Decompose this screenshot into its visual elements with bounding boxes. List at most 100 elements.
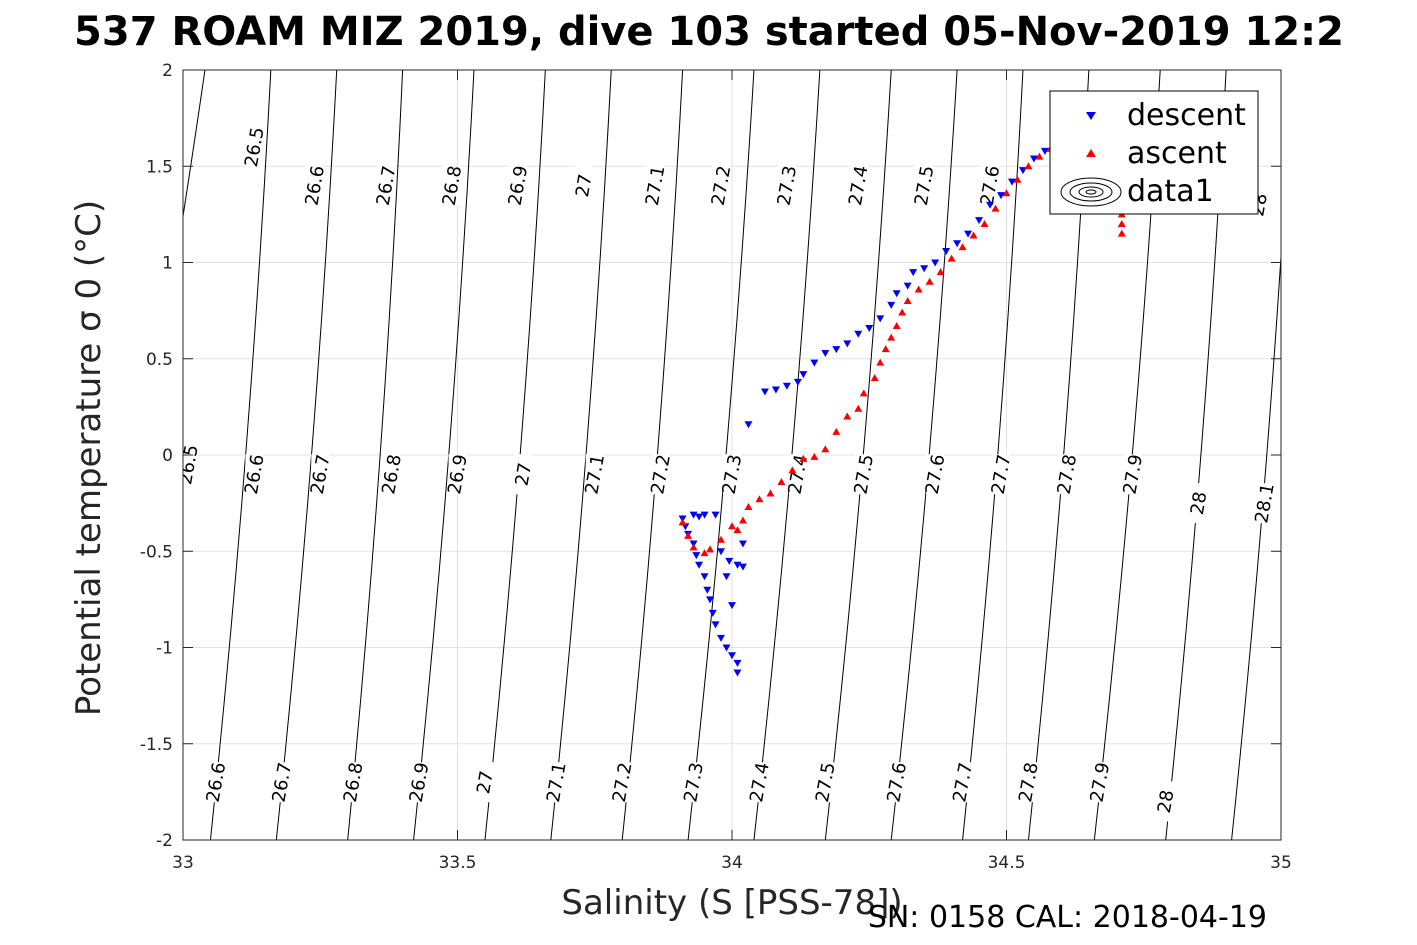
descent-point xyxy=(733,669,742,677)
descent-point xyxy=(738,563,747,571)
isopycnal-label-bg xyxy=(585,454,604,495)
descent-point xyxy=(865,324,874,332)
ascent-point xyxy=(898,308,907,316)
y-tick-label: -0.5 xyxy=(140,542,173,562)
descent-point xyxy=(711,511,720,519)
descent-point xyxy=(722,644,731,652)
ascent-point xyxy=(854,404,863,412)
y-tick-label: 1.5 xyxy=(146,157,173,177)
descent-point xyxy=(997,192,1006,200)
isopycnal-label-bg xyxy=(1019,762,1038,803)
isopycnal-label-bg xyxy=(1156,781,1175,822)
isopycnal-label-bg xyxy=(854,454,873,495)
descent-point xyxy=(728,602,736,610)
x-tick-label: 35 xyxy=(1270,853,1292,873)
ascent-point xyxy=(947,254,956,262)
x-tick-label: 33.5 xyxy=(439,853,477,873)
isopycnal-label-bg xyxy=(992,454,1011,495)
isopycnal-line xyxy=(183,70,206,220)
isopycnal-label-bg xyxy=(651,454,670,495)
descent-point xyxy=(695,561,704,569)
ascent-point xyxy=(969,231,978,239)
legend-descent-marker xyxy=(1086,112,1096,120)
descent-point xyxy=(909,269,918,277)
isopycnal-label-bg xyxy=(245,454,264,495)
x-tick-label: 34 xyxy=(721,853,743,873)
isopycnal-label-bg xyxy=(684,762,703,803)
ascent-point xyxy=(832,427,841,435)
ascent-point xyxy=(958,243,967,251)
ascent-point xyxy=(991,204,1000,212)
isopycnal-label-bg xyxy=(344,762,363,803)
descent-point xyxy=(1040,147,1049,155)
isopycnal-label-bg xyxy=(448,454,467,495)
descent-point xyxy=(744,421,753,429)
ascent-point xyxy=(700,549,709,557)
x-axis-label: Salinity (S [PSS-78]) xyxy=(561,883,902,923)
isopycnal-label-bg xyxy=(887,762,906,803)
ascent-point xyxy=(892,322,901,330)
descent-point xyxy=(832,346,841,354)
descent-point xyxy=(810,359,819,367)
isopycnal-label-bg xyxy=(1189,483,1208,524)
isopycnal-label-bg xyxy=(475,762,494,803)
y-tick-label: 2 xyxy=(162,61,173,81)
ascent-point xyxy=(1035,152,1044,160)
isopycnal-label-bg xyxy=(305,165,324,206)
descent-point xyxy=(692,552,701,560)
ascent-point xyxy=(777,477,786,485)
descent-point xyxy=(903,282,912,290)
ascent-point xyxy=(887,333,896,341)
isopycnal-label-bg xyxy=(574,165,593,206)
ascent-point xyxy=(706,545,715,553)
isopycnal-label-bg xyxy=(382,454,401,495)
descent-point xyxy=(708,609,717,617)
ascent-point xyxy=(684,531,693,539)
descent-point xyxy=(854,330,863,338)
isopycnal-line xyxy=(1231,249,1281,840)
isopycnal-contours: 26.526.526.626.626.626.726.726.726.826.8… xyxy=(183,70,1281,840)
ascent-point xyxy=(980,220,989,227)
ascent-point xyxy=(903,297,912,304)
ascent-point xyxy=(1117,229,1126,237)
isopycnal-label-bg xyxy=(206,762,225,803)
isopycnal-label-bg xyxy=(508,165,527,206)
descent-point xyxy=(920,265,929,273)
y-tick-label: 1 xyxy=(162,254,173,274)
isopycnal-label-bg xyxy=(712,165,731,206)
isopycnal-label-bg xyxy=(1123,454,1142,495)
isopycnal-label-bg xyxy=(777,165,796,206)
y-tick-label: -1.5 xyxy=(140,735,173,755)
ascent-point xyxy=(1117,220,1126,227)
isopycnal-label: 28 xyxy=(1187,490,1212,516)
descent-point xyxy=(706,596,715,604)
descent-point xyxy=(821,349,830,357)
isopycnal-label: 27 xyxy=(473,769,498,795)
legend-descent-label: descent xyxy=(1127,98,1246,133)
isopycnal-label-bg xyxy=(377,165,396,206)
legend-data1-label: data1 xyxy=(1127,174,1214,209)
y-axis-ticks: 2 1.5 1 0.5 0 -0.5 -1 -1.5 -2 xyxy=(140,61,1281,851)
descent-point xyxy=(975,217,984,225)
isopycnal-label-bg xyxy=(245,127,264,167)
isopycnal-label-bg xyxy=(547,762,566,803)
ascent-point xyxy=(717,535,726,543)
isopycnal-label-bg xyxy=(816,762,835,803)
isopycnal-label-bg xyxy=(443,165,462,206)
descent-point xyxy=(711,621,720,629)
ascent-point xyxy=(1024,162,1033,170)
isopycnal-label-bg xyxy=(953,762,972,803)
descent-point xyxy=(728,652,736,660)
data-points xyxy=(678,144,1126,677)
descent-point xyxy=(986,201,995,209)
descent-point xyxy=(717,634,726,642)
ascent-point xyxy=(766,489,775,497)
legend-box xyxy=(1049,90,1259,215)
legend-ascent-marker xyxy=(1086,149,1096,157)
descent-point xyxy=(876,315,885,323)
ascent-point xyxy=(876,358,885,366)
serial-calibration-footer: SN: 0158 CAL: 2018-04-19 xyxy=(868,900,1267,935)
descent-point xyxy=(964,230,973,238)
isopycnal-label-bg xyxy=(410,762,429,803)
